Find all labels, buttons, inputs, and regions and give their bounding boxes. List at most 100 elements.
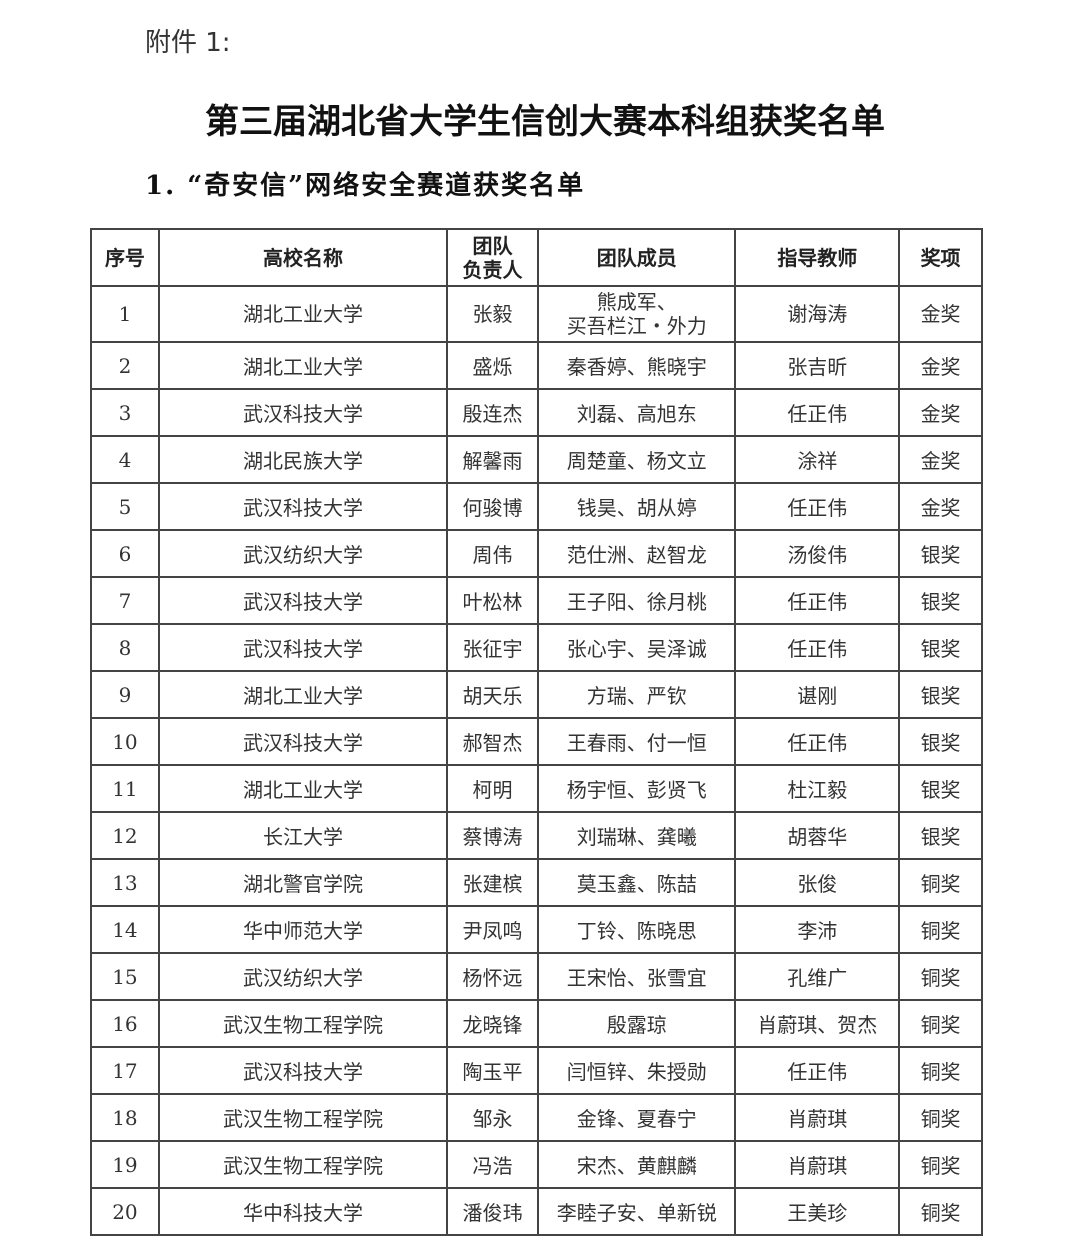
cell-university: 武汉纺织大学 (157, 952, 449, 1001)
cell-award: 铜奖 (898, 1093, 983, 1142)
cell-team-leader: 张建槟 (446, 858, 539, 907)
cell-university: 武汉科技大学 (157, 388, 449, 437)
cell-team-members: 闫恒锌、朱授勋 (536, 1046, 737, 1095)
cell-university: 湖北工业大学 (157, 764, 449, 813)
cell-team-leader: 胡天乐 (446, 670, 539, 719)
table-row: 12 长江大学 蔡博涛 刘瑞琳、龚曦 胡蓉华 银奖 (90, 811, 983, 860)
cell-university: 武汉纺织大学 (157, 529, 449, 578)
cell-team-members: 周楚童、杨文立 (536, 435, 737, 484)
cell-advisor: 肖蔚琪 (734, 1140, 901, 1189)
cell-award: 金奖 (898, 482, 983, 531)
cell-index: 14 (90, 905, 160, 954)
header-index: 序号 (90, 228, 160, 287)
cell-team-leader: 周伟 (446, 529, 539, 578)
cell-team-members: 金锋、夏春宁 (536, 1093, 737, 1142)
cell-team-members: 王春雨、付一恒 (536, 717, 737, 766)
cell-team-leader: 叶松林 (446, 576, 539, 625)
cell-team-members: 方瑞、严钦 (536, 670, 737, 719)
cell-advisor: 孔维广 (734, 952, 901, 1001)
table-row: 17 武汉科技大学 陶玉平 闫恒锌、朱授勋 任正伟 铜奖 (90, 1046, 983, 1095)
cell-team-members: 王子阳、徐月桃 (536, 576, 737, 625)
cell-award: 铜奖 (898, 1140, 983, 1189)
cell-team-leader: 何骏博 (446, 482, 539, 531)
cell-team-members: 丁铃、陈晓思 (536, 905, 737, 954)
awards-table: 序号 高校名称 团队 负责人 团队成员 指导教师 奖项 1 湖北工业大学 张毅 熊成军、 买吾栏江・… (90, 228, 983, 1236)
cell-advisor: 汤俊伟 (734, 529, 901, 578)
cell-award: 铜奖 (898, 999, 983, 1048)
cell-advisor: 任正伟 (734, 388, 901, 437)
attachment-label: 附件 1: (145, 28, 231, 58)
cell-team-members: 李睦子安、单新锐 (536, 1187, 737, 1236)
table-row: 4 湖北民族大学 解馨雨 周楚童、杨文立 涂祥 金奖 (90, 435, 983, 484)
header-award: 奖项 (898, 228, 983, 287)
cell-index: 8 (90, 623, 160, 672)
cell-university: 武汉生物工程学院 (157, 1093, 449, 1142)
cell-team-members: 殷露琼 (536, 999, 737, 1048)
cell-award: 银奖 (898, 529, 983, 578)
header-advisor: 指导教师 (734, 228, 901, 287)
cell-index: 11 (90, 764, 160, 813)
cell-advisor: 肖蔚琪 (734, 1093, 901, 1142)
cell-index: 10 (90, 717, 160, 766)
cell-index: 15 (90, 952, 160, 1001)
cell-award: 银奖 (898, 717, 983, 766)
cell-university: 湖北工业大学 (157, 285, 449, 343)
section-heading: 1. “奇安信”网络安全赛道获奖名单 (145, 171, 586, 201)
table-row: 8 武汉科技大学 张征宇 张心宇、吴泽诚 任正伟 银奖 (90, 623, 983, 672)
cell-index: 16 (90, 999, 160, 1048)
cell-team-leader: 盛烁 (446, 341, 539, 390)
cell-team-members: 莫玉鑫、陈喆 (536, 858, 737, 907)
cell-team-leader: 张毅 (446, 285, 539, 343)
cell-university: 武汉科技大学 (157, 576, 449, 625)
cell-advisor: 张吉昕 (734, 341, 901, 390)
cell-university: 武汉科技大学 (157, 482, 449, 531)
cell-team-leader: 冯浩 (446, 1140, 539, 1189)
cell-award: 铜奖 (898, 1187, 983, 1236)
cell-team-leader: 邹永 (446, 1093, 539, 1142)
cell-index: 17 (90, 1046, 160, 1095)
cell-advisor: 任正伟 (734, 576, 901, 625)
cell-team-leader: 解馨雨 (446, 435, 539, 484)
cell-index: 2 (90, 341, 160, 390)
cell-index: 13 (90, 858, 160, 907)
cell-advisor: 张俊 (734, 858, 901, 907)
cell-team-leader: 杨怀远 (446, 952, 539, 1001)
cell-advisor: 王美珍 (734, 1187, 901, 1236)
cell-team-leader: 潘俊玮 (446, 1187, 539, 1236)
cell-advisor: 胡蓉华 (734, 811, 901, 860)
header-team-members: 团队成员 (536, 228, 737, 287)
cell-team-leader: 陶玉平 (446, 1046, 539, 1095)
cell-index: 19 (90, 1140, 160, 1189)
cell-index: 1 (90, 285, 160, 343)
cell-team-members: 范仕洲、赵智龙 (536, 529, 737, 578)
cell-advisor: 杜江毅 (734, 764, 901, 813)
cell-team-leader: 殷连杰 (446, 388, 539, 437)
cell-index: 7 (90, 576, 160, 625)
cell-award: 银奖 (898, 623, 983, 672)
table-row: 2 湖北工业大学 盛烁 秦香婷、熊晓宇 张吉昕 金奖 (90, 341, 983, 390)
cell-team-leader: 尹凤鸣 (446, 905, 539, 954)
cell-university: 华中科技大学 (157, 1187, 449, 1236)
cell-team-leader: 蔡博涛 (446, 811, 539, 860)
cell-team-members: 王宋怡、张雪宜 (536, 952, 737, 1001)
cell-index: 4 (90, 435, 160, 484)
cell-university: 湖北工业大学 (157, 341, 449, 390)
cell-award: 银奖 (898, 670, 983, 719)
table-row: 20 华中科技大学 潘俊玮 李睦子安、单新锐 王美珍 铜奖 (90, 1187, 983, 1236)
cell-university: 湖北警官学院 (157, 858, 449, 907)
cell-university: 湖北民族大学 (157, 435, 449, 484)
cell-index: 18 (90, 1093, 160, 1142)
cell-university: 武汉生物工程学院 (157, 1140, 449, 1189)
cell-award: 金奖 (898, 388, 983, 437)
cell-advisor: 谌刚 (734, 670, 901, 719)
cell-university: 武汉科技大学 (157, 623, 449, 672)
cell-advisor: 肖蔚琪、贺杰 (734, 999, 901, 1048)
cell-team-members: 刘磊、高旭东 (536, 388, 737, 437)
cell-award: 金奖 (898, 435, 983, 484)
cell-advisor: 任正伟 (734, 623, 901, 672)
cell-advisor: 任正伟 (734, 717, 901, 766)
cell-advisor: 涂祥 (734, 435, 901, 484)
cell-team-members: 钱昊、胡从婷 (536, 482, 737, 531)
cell-award: 银奖 (898, 764, 983, 813)
cell-index: 20 (90, 1187, 160, 1236)
